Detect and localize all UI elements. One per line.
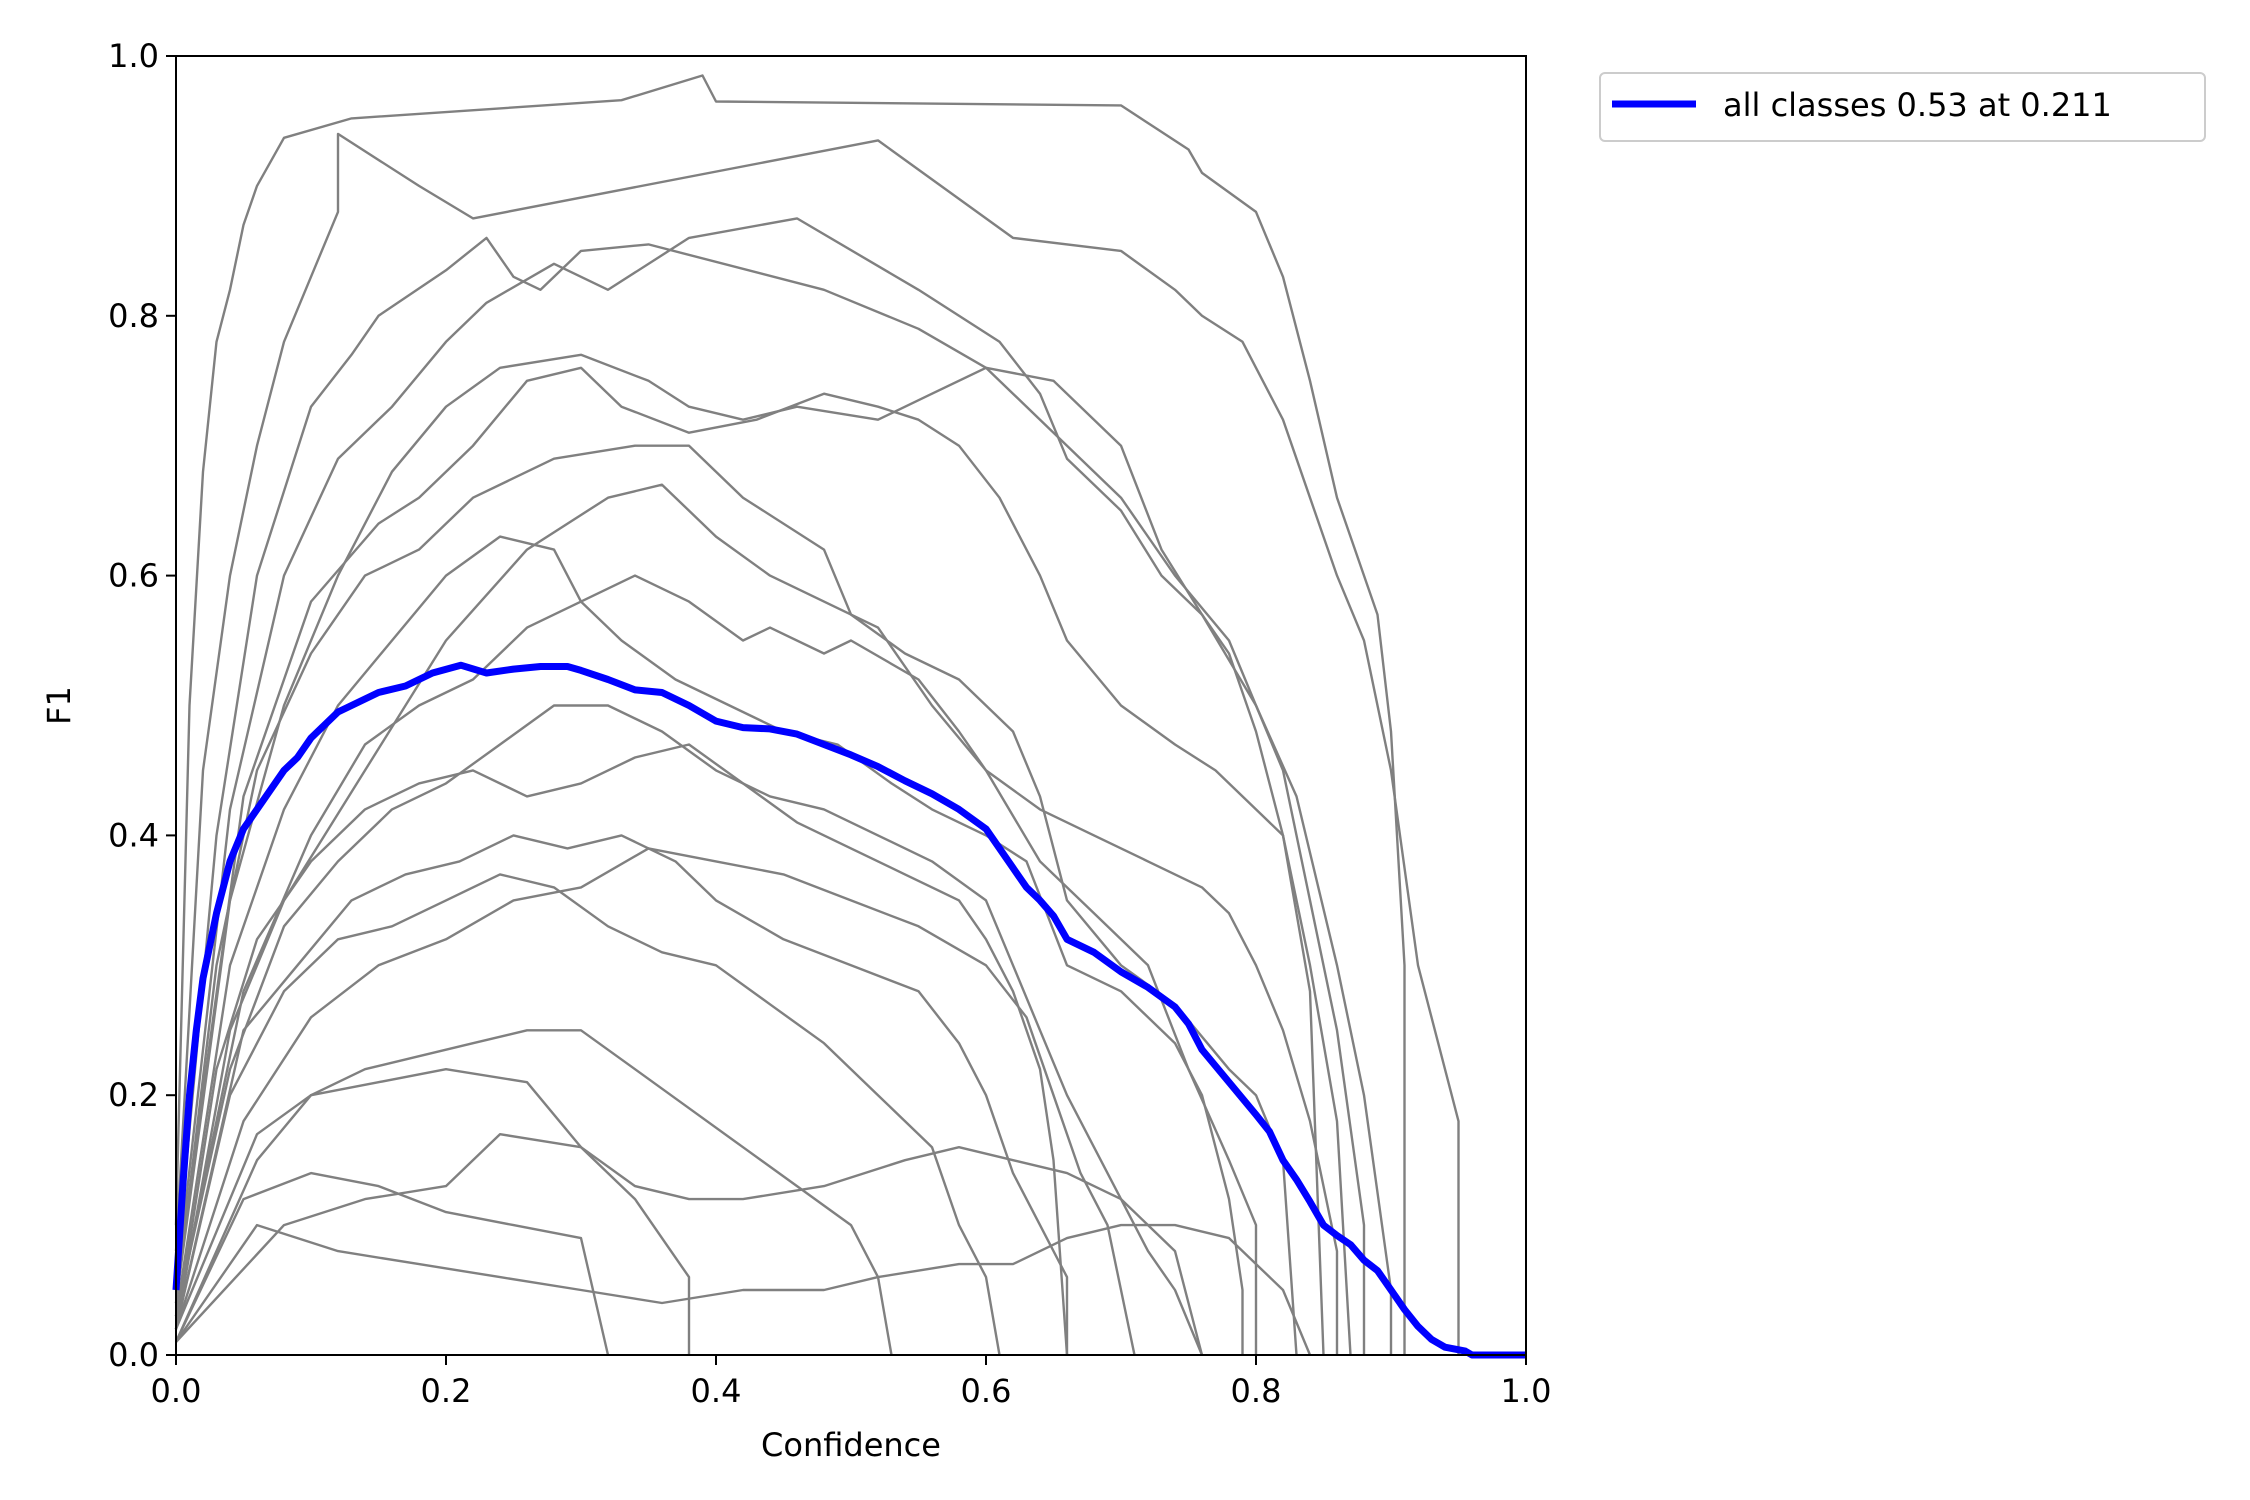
x-tick-label: 1.0 xyxy=(1501,1372,1552,1410)
class-curve-3 xyxy=(174,236,1366,1355)
y-tick-label: 0.6 xyxy=(108,557,159,595)
x-tick-label: 0.2 xyxy=(421,1372,472,1410)
legend-label-all-classes: all classes 0.53 at 0.211 xyxy=(1723,86,2112,124)
class-curve-6 xyxy=(174,366,1325,1356)
class-curve-16 xyxy=(175,1133,1204,1356)
class-curve-2 xyxy=(174,132,1460,1355)
plot-frame xyxy=(175,55,1527,1356)
class-curve-5 xyxy=(174,353,1393,1355)
y-tick-label: 0.4 xyxy=(108,816,159,854)
class-curve-15 xyxy=(174,1068,691,1355)
class-curve-19 xyxy=(174,743,1069,1356)
legend: all classes 0.53 at 0.211 xyxy=(1599,72,2206,142)
y-tick-label: 0.0 xyxy=(108,1336,159,1374)
y-tick-label: 1.0 xyxy=(108,37,159,75)
class-curve-1 xyxy=(174,74,1406,1355)
x-tick-label: 0.8 xyxy=(1231,1372,1282,1410)
class-curve-8 xyxy=(174,535,1258,1355)
class-curve-12 xyxy=(174,873,1001,1356)
y-tick-label: 0.2 xyxy=(108,1076,159,1114)
class-curve-4 xyxy=(174,217,1352,1356)
class-curve-10 xyxy=(174,704,1204,1356)
x-tick-label: 0.0 xyxy=(151,1372,202,1410)
series-all-classes-line xyxy=(172,661,1526,1359)
y-axis-label: F1 xyxy=(40,686,78,725)
class-curve-13 xyxy=(174,1029,893,1356)
class-curve-20 xyxy=(174,847,1136,1356)
y-tick-label: 0.8 xyxy=(108,297,159,335)
class-curve-14 xyxy=(174,1171,610,1356)
legend-box xyxy=(1599,72,2206,142)
class-curve-17 xyxy=(175,1223,1312,1356)
y-axis-ticks: 0.0 0.2 0.4 0.6 0.8 1.0 xyxy=(108,37,176,1374)
curve-layer xyxy=(172,74,1526,1359)
x-tick-label: 0.4 xyxy=(691,1372,742,1410)
class-curve-18 xyxy=(174,483,1339,1355)
x-tick-label: 0.6 xyxy=(961,1372,1012,1410)
x-axis-label: Confidence xyxy=(761,1426,941,1464)
x-axis-ticks: 0.0 0.2 0.4 0.6 0.8 1.0 xyxy=(151,1355,1552,1410)
class-curve-7 xyxy=(174,444,1298,1356)
